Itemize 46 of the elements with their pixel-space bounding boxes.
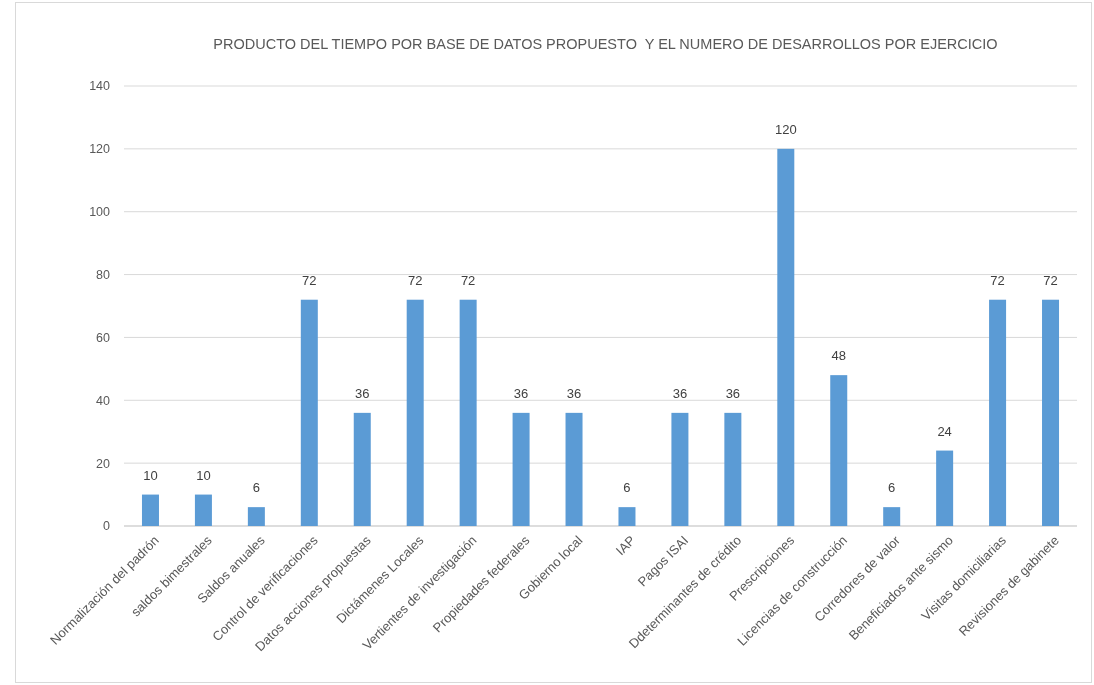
chart-title: PRODUCTO DEL TIEMPO POR BASE DE DATOS PROPUESTO Y EL NUMERO DE DESARROLLOS POR EJERCICIO	[213, 36, 998, 52]
y-tick-label: 80	[96, 267, 111, 282]
y-tick-label: 140	[89, 79, 111, 94]
bar	[671, 412, 689, 526]
data-label: 72	[990, 272, 1005, 288]
data-label: 120	[774, 121, 797, 137]
bar	[353, 412, 371, 526]
data-label: 36	[355, 385, 370, 401]
bar	[512, 412, 530, 526]
data-label: 48	[831, 348, 846, 364]
bar	[406, 299, 424, 526]
data-label: 72	[1043, 272, 1058, 288]
bar	[247, 507, 265, 526]
x-tick-label: IAP	[612, 532, 639, 559]
data-label: 36	[566, 385, 582, 401]
bar	[989, 299, 1007, 526]
y-tick-label: 60	[96, 330, 111, 345]
data-label: 36	[672, 385, 688, 401]
y-tick-label: 0	[103, 519, 111, 534]
data-label: 6	[888, 480, 896, 496]
data-label: 10	[143, 467, 158, 483]
data-label: 6	[252, 480, 260, 496]
bar	[300, 299, 318, 526]
data-label: 72	[407, 272, 423, 288]
data-label: 10	[196, 467, 211, 483]
bar	[565, 412, 583, 526]
data-label: 36	[725, 385, 741, 401]
data-label: 72	[302, 272, 317, 288]
bar	[936, 450, 954, 526]
y-tick-label: 40	[96, 393, 111, 408]
data-label: 24	[937, 423, 952, 439]
y-tick-label: 20	[96, 456, 111, 471]
bar	[830, 375, 848, 526]
bar	[777, 148, 795, 526]
bar	[141, 494, 159, 526]
bar	[459, 299, 477, 526]
data-label: 72	[460, 272, 476, 288]
bar	[618, 507, 636, 526]
y-tick-label: 100	[89, 205, 111, 220]
y-tick-label: 120	[89, 142, 111, 157]
bar	[883, 507, 901, 526]
bar	[724, 412, 742, 526]
bar	[1042, 299, 1060, 526]
bar	[194, 494, 212, 526]
data-label: 36	[513, 385, 529, 401]
data-label: 6	[623, 480, 631, 496]
